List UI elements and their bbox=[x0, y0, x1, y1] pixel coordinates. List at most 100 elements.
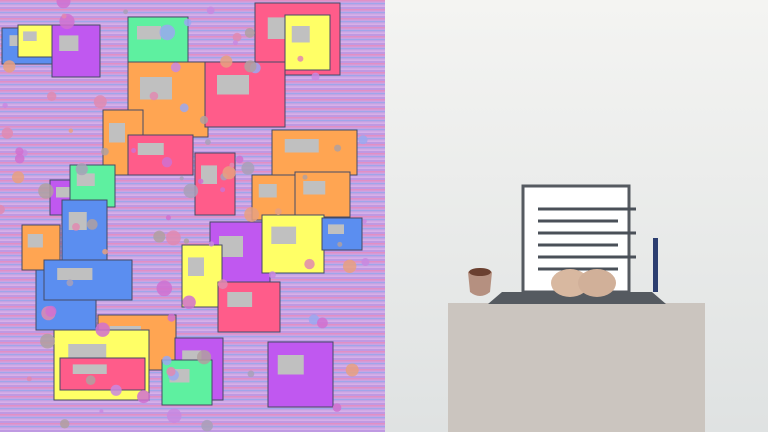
dot bbox=[198, 178, 204, 184]
dot bbox=[85, 375, 96, 386]
dot bbox=[72, 223, 80, 231]
gray-blob bbox=[76, 173, 95, 186]
dot bbox=[45, 305, 57, 317]
dot bbox=[244, 27, 255, 38]
gray-blob bbox=[137, 26, 161, 40]
dot bbox=[183, 183, 199, 199]
gray-blob bbox=[217, 75, 249, 95]
dot bbox=[166, 408, 182, 424]
dot bbox=[317, 317, 328, 329]
gray-blob bbox=[258, 184, 277, 198]
dot bbox=[268, 271, 276, 279]
dot bbox=[99, 409, 104, 414]
square-collage bbox=[1, 2, 363, 408]
dot bbox=[110, 384, 122, 396]
dot bbox=[93, 95, 107, 109]
dot bbox=[244, 60, 257, 73]
dot bbox=[159, 24, 176, 41]
dot bbox=[166, 230, 181, 246]
dot bbox=[170, 62, 181, 73]
dot bbox=[206, 6, 215, 15]
dot bbox=[222, 166, 236, 180]
dot bbox=[302, 174, 308, 180]
dot bbox=[241, 161, 255, 175]
dot bbox=[153, 230, 166, 243]
dot bbox=[332, 403, 342, 412]
dot bbox=[86, 219, 98, 230]
dot bbox=[156, 280, 173, 297]
right-hand bbox=[578, 269, 616, 297]
dot bbox=[311, 72, 320, 81]
dot bbox=[304, 258, 315, 270]
dot bbox=[75, 163, 88, 176]
dot bbox=[179, 103, 189, 113]
gray-blob bbox=[140, 77, 172, 100]
dot bbox=[40, 333, 55, 349]
dot bbox=[149, 91, 159, 101]
dot bbox=[167, 313, 176, 322]
dot bbox=[361, 258, 370, 266]
gray-blob bbox=[277, 355, 304, 375]
dot bbox=[14, 153, 25, 164]
dot bbox=[0, 204, 5, 215]
dot bbox=[232, 32, 242, 42]
dot bbox=[38, 183, 54, 199]
dot bbox=[217, 279, 228, 290]
dot bbox=[123, 9, 128, 15]
dot bbox=[358, 135, 368, 145]
dot bbox=[183, 238, 190, 244]
dot bbox=[274, 208, 282, 216]
dot bbox=[102, 248, 108, 255]
gray-blob bbox=[284, 139, 319, 153]
gray-blob bbox=[291, 26, 310, 43]
dot bbox=[162, 355, 172, 366]
dot bbox=[179, 176, 184, 181]
gray-blob bbox=[72, 364, 107, 374]
dot bbox=[68, 128, 74, 133]
gray-blob bbox=[219, 236, 243, 257]
dot bbox=[337, 241, 343, 247]
pen bbox=[653, 238, 658, 292]
dot bbox=[61, 13, 67, 19]
dot bbox=[165, 215, 171, 221]
dot bbox=[199, 115, 209, 125]
dot bbox=[201, 419, 213, 432]
gray-blob bbox=[303, 181, 326, 195]
gray-blob bbox=[201, 165, 217, 184]
dot bbox=[232, 40, 238, 46]
dot bbox=[2, 102, 8, 109]
gray-blob bbox=[137, 143, 164, 155]
dot bbox=[220, 187, 226, 193]
dot bbox=[161, 157, 173, 168]
gray-blob bbox=[328, 224, 344, 234]
gray-blob bbox=[27, 234, 43, 248]
dot bbox=[12, 171, 25, 184]
gray-blob bbox=[56, 187, 72, 198]
gray-blob bbox=[57, 268, 93, 280]
gray-blob bbox=[188, 257, 204, 276]
dot bbox=[343, 259, 357, 273]
dot bbox=[345, 363, 359, 377]
cup-coffee bbox=[469, 268, 491, 276]
dot bbox=[47, 91, 57, 102]
desk bbox=[448, 303, 705, 432]
dot bbox=[1, 127, 13, 139]
dot bbox=[297, 55, 304, 62]
dot bbox=[101, 147, 109, 156]
dot bbox=[26, 376, 32, 382]
gray-blob bbox=[227, 292, 253, 307]
dot bbox=[208, 241, 215, 247]
dot bbox=[334, 144, 342, 152]
gray-blob bbox=[59, 35, 79, 51]
dot bbox=[59, 419, 70, 429]
dot bbox=[131, 148, 137, 153]
dot bbox=[247, 370, 255, 378]
gray-blob bbox=[23, 31, 37, 41]
dot bbox=[184, 18, 192, 27]
dot bbox=[235, 155, 244, 164]
dot bbox=[66, 279, 74, 287]
laptop-base bbox=[488, 292, 666, 304]
dot bbox=[137, 390, 151, 404]
screen-lines bbox=[538, 207, 636, 271]
dot bbox=[95, 322, 110, 337]
